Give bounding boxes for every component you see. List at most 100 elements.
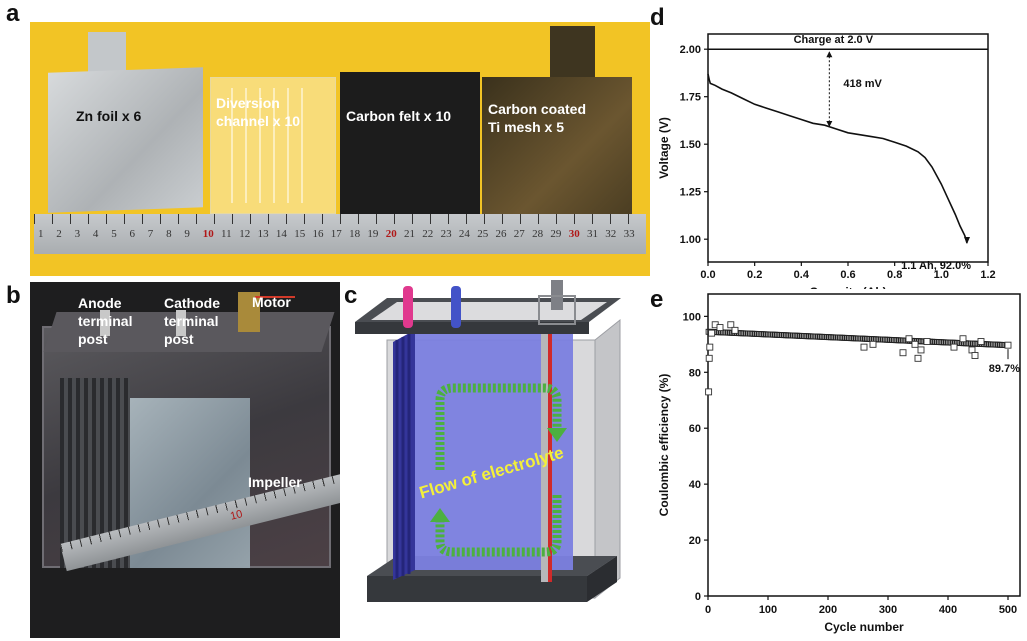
data-point bbox=[756, 331, 762, 337]
data-point bbox=[808, 333, 815, 340]
data-point bbox=[777, 332, 784, 338]
x-tick-label: 0.2 bbox=[747, 269, 762, 281]
end-arrow bbox=[964, 237, 970, 244]
ruler-number: 22 bbox=[422, 228, 434, 240]
data-point bbox=[708, 329, 716, 337]
data-point bbox=[896, 337, 903, 344]
zn-foil bbox=[48, 67, 203, 213]
flow-arrow-bottom bbox=[435, 495, 562, 557]
x-tick-label: 400 bbox=[939, 604, 957, 616]
data-point bbox=[837, 334, 843, 341]
data-point bbox=[786, 332, 793, 339]
y-tick-label: 20 bbox=[689, 535, 701, 547]
data-point bbox=[846, 335, 852, 342]
data-point bbox=[1004, 341, 1012, 349]
data-point bbox=[763, 331, 770, 338]
data-point bbox=[923, 338, 931, 345]
label-anode-line2: terminal bbox=[78, 313, 133, 329]
gap-label: 418 mV bbox=[843, 78, 882, 90]
data-point bbox=[885, 336, 892, 343]
x-axis-title: Cycle number bbox=[824, 620, 904, 634]
data-point bbox=[822, 334, 829, 340]
ruler-number: 11 bbox=[221, 228, 232, 240]
label-zn-foil: Zn foil x 6 bbox=[76, 108, 141, 124]
label-diversion-line2: channel x 10 bbox=[216, 113, 301, 129]
diversion-channel bbox=[210, 77, 336, 214]
data-point bbox=[862, 335, 869, 342]
data-point bbox=[765, 331, 771, 338]
top-frame-inner bbox=[371, 302, 607, 320]
cathode-post bbox=[176, 310, 186, 336]
y-tick-label: 40 bbox=[689, 479, 701, 491]
data-point bbox=[748, 330, 755, 337]
ruler-number: 16 bbox=[312, 228, 324, 240]
plot-frame bbox=[707, 293, 1021, 597]
data-point bbox=[984, 341, 991, 348]
data-point bbox=[741, 330, 748, 337]
data-point bbox=[917, 346, 925, 354]
data-point bbox=[882, 336, 888, 343]
data-point bbox=[761, 331, 768, 338]
data-point bbox=[775, 331, 782, 338]
y-tick-label: 1.75 bbox=[680, 92, 701, 104]
motor-stand bbox=[538, 295, 576, 325]
ruler-number: 13 bbox=[257, 228, 269, 240]
blue-rod bbox=[451, 286, 461, 328]
y-tick-label: 1.00 bbox=[680, 234, 701, 246]
cell-side bbox=[594, 318, 621, 600]
ruler-b-mark: 10 bbox=[229, 508, 244, 523]
label-diversion-channel: Diversion channel x 10 bbox=[216, 94, 300, 130]
label-anode-line1: Anode bbox=[78, 295, 122, 311]
data-point bbox=[936, 339, 942, 346]
data-point bbox=[792, 332, 798, 339]
y-tick-label: 80 bbox=[689, 367, 701, 379]
data-point bbox=[851, 335, 858, 342]
flow-arrow-bottom-head bbox=[430, 508, 450, 522]
data-point bbox=[959, 335, 967, 343]
data-point bbox=[930, 338, 937, 345]
data-point bbox=[790, 332, 797, 339]
panel-letter-d: d bbox=[650, 4, 665, 31]
data-point bbox=[898, 337, 905, 344]
ruler-number: 1 bbox=[38, 228, 44, 240]
data-point bbox=[810, 333, 816, 340]
x-tick-label: 1.0 bbox=[934, 269, 949, 281]
data-point bbox=[990, 341, 996, 348]
data-point bbox=[894, 337, 901, 344]
y-tick-label: 0 bbox=[695, 591, 701, 603]
ruler-number: 5 bbox=[111, 228, 117, 240]
data-point bbox=[883, 336, 890, 343]
data-point bbox=[891, 337, 897, 344]
data-point bbox=[705, 388, 713, 396]
ruler-number: 7 bbox=[147, 228, 154, 240]
data-point bbox=[853, 335, 860, 342]
ruler-number: 26 bbox=[495, 228, 507, 240]
y-tick-label: 60 bbox=[689, 423, 701, 435]
data-point bbox=[945, 339, 951, 346]
ruler-number: 23 bbox=[440, 228, 452, 240]
data-point bbox=[950, 343, 958, 351]
data-point bbox=[706, 343, 714, 351]
ti-mesh bbox=[482, 77, 632, 217]
ruler-number: 15 bbox=[294, 228, 306, 240]
ruler-number: 30 bbox=[568, 228, 580, 240]
bottom-frame-side bbox=[587, 556, 617, 602]
y-axis-title: Voltage (V) bbox=[657, 117, 671, 179]
plot-frame bbox=[707, 33, 989, 263]
y-tick-label: 1.25 bbox=[680, 187, 701, 199]
data-point bbox=[750, 330, 757, 337]
ruler-number: 21 bbox=[404, 228, 415, 240]
ruler-number: 2 bbox=[56, 228, 62, 240]
data-point bbox=[743, 330, 750, 337]
panel-letter-c: c bbox=[344, 282, 358, 309]
ruler-number: 9 bbox=[184, 228, 190, 240]
data-point bbox=[943, 339, 950, 346]
data-point bbox=[855, 335, 861, 342]
ruler-number: 17 bbox=[330, 228, 342, 240]
ruler-number: 14 bbox=[275, 228, 287, 240]
data-point bbox=[766, 331, 773, 338]
data-point bbox=[842, 334, 849, 341]
ruler-number: 18 bbox=[349, 228, 361, 240]
data-point bbox=[806, 333, 813, 340]
data-point bbox=[971, 352, 979, 359]
